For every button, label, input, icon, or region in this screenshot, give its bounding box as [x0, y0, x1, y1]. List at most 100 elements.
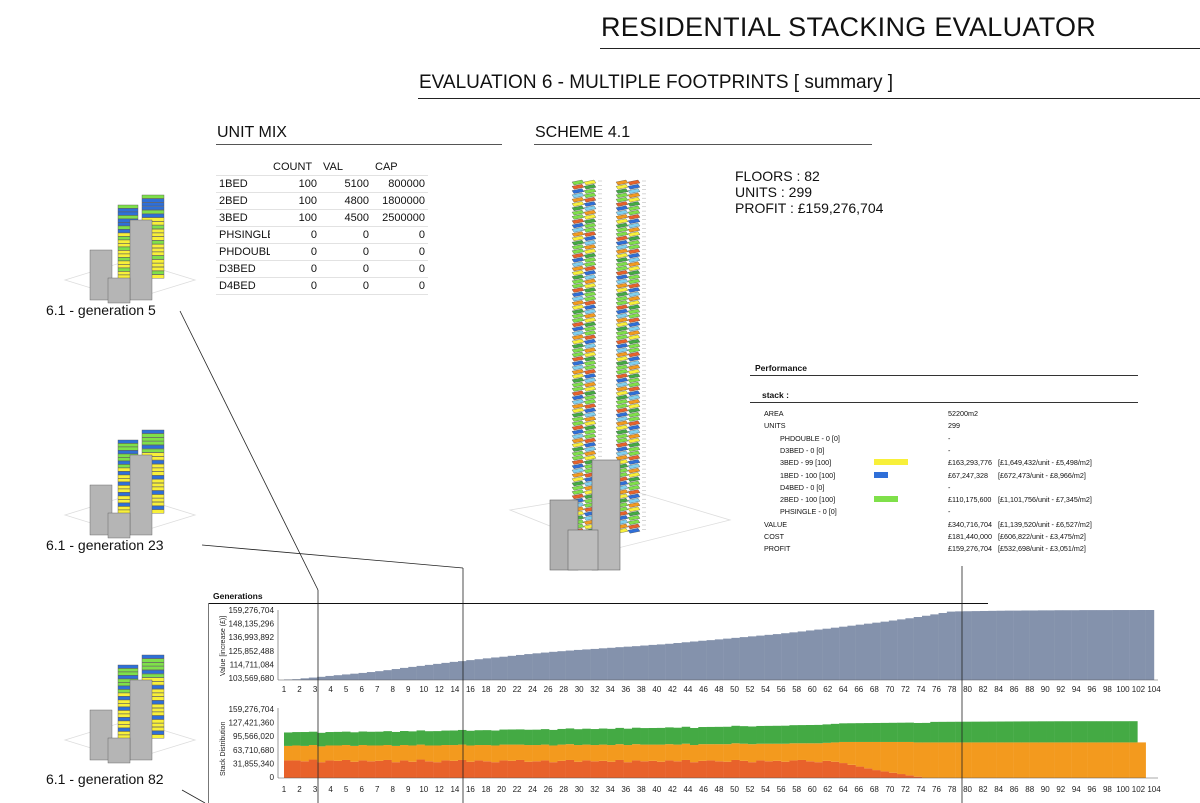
value-bar: [557, 651, 566, 680]
x-tick-label: 34: [606, 685, 615, 694]
unit-block: [571, 412, 585, 418]
unit-block: [583, 429, 597, 435]
generation-23-label: 6.1 - generation 23: [46, 537, 164, 553]
stack-segment: [400, 745, 409, 761]
stack-segment: [375, 731, 384, 746]
performance-row-label: 2BED - 100 [100]: [780, 495, 836, 505]
performance-row-value: -: [948, 482, 951, 492]
stack-segment: [333, 760, 343, 778]
performance-row-label: 1BED - 100 [100]: [780, 470, 836, 480]
x-tick-label: 58: [792, 785, 801, 794]
stack-segment: [540, 744, 550, 761]
x-tick-label: 12: [435, 785, 444, 794]
stack-segment: [665, 727, 674, 745]
unit-block: [571, 420, 585, 426]
stack-segment: [284, 745, 293, 761]
stack-segment: [325, 760, 334, 778]
x-tick-label: 34: [606, 785, 615, 794]
stack-segment: [922, 742, 931, 778]
stack-segment: [880, 771, 890, 778]
unit-block: [627, 528, 641, 534]
stack-segment: [855, 723, 865, 742]
x-tick-label: 20: [497, 685, 506, 694]
unit-block: [615, 377, 629, 383]
unit-block: [627, 252, 641, 259]
unit-block: [583, 347, 597, 353]
value-bar: [408, 666, 417, 680]
stack-segment: [830, 742, 840, 762]
stack-segment: [806, 743, 815, 762]
unit-block: [583, 257, 597, 263]
unit-block: [615, 184, 629, 190]
stack-segment: [590, 745, 600, 762]
unit-block: [615, 321, 629, 328]
stack-segment: [772, 725, 782, 744]
stack-segment: [557, 744, 566, 761]
unit-block: [615, 360, 629, 366]
x-tick-label: 2: [297, 785, 302, 794]
unit-block: [583, 227, 597, 233]
unit-block: [571, 283, 585, 289]
value-bar: [449, 661, 459, 680]
unit-block: [583, 338, 597, 345]
stack-segment: [996, 742, 1006, 778]
unit-block: [583, 209, 597, 216]
value-bar: [342, 674, 351, 680]
floors-stat: FLOORS : 82: [735, 168, 820, 184]
performance-row-value: -: [948, 433, 951, 443]
generations-chart: 159,276,704 148,135,296 136,993,892 125,852…: [220, 606, 1161, 794]
x-tick-label: 92: [1056, 785, 1065, 794]
stack-segment: [375, 760, 384, 778]
unit-block: [627, 476, 641, 482]
stack-rule: [750, 402, 1138, 403]
stack-segment: [748, 762, 757, 778]
x-tick-label: 1: [282, 685, 287, 694]
y-tick-label: 159,276,704: [228, 705, 274, 714]
value-bar: [930, 614, 939, 680]
stack-segment: [1129, 742, 1138, 778]
unit-type-cell: PHDOUBLI: [216, 243, 270, 261]
x-tick-label: 86: [1010, 685, 1019, 694]
legend-swatch: [874, 496, 898, 503]
unit-block: [571, 489, 585, 495]
unit-block: [627, 287, 641, 293]
stack-segment: [814, 724, 823, 744]
unit-block: [615, 287, 629, 293]
value-bar: [623, 646, 633, 680]
x-tick-label: 26: [544, 685, 553, 694]
unit-block: [627, 197, 641, 203]
stack-segment: [872, 770, 881, 778]
stack-segment: [839, 741, 848, 764]
unit-block: [627, 188, 641, 194]
x-tick-label: 58: [792, 685, 801, 694]
unit-block: [571, 480, 585, 487]
stack-segment: [433, 731, 442, 746]
stack-segment: [350, 761, 359, 778]
value-bar: [366, 672, 376, 680]
unit-block: [627, 493, 641, 500]
x-tick-label: 72: [901, 685, 910, 694]
unit-block: [627, 381, 641, 388]
unit-block: [583, 381, 597, 388]
stack-segment: [1004, 742, 1014, 778]
unit-block: [583, 261, 597, 267]
stack-segment: [814, 762, 823, 778]
unit-block: [615, 317, 629, 323]
unit-block: [615, 338, 629, 345]
stack-segment: [482, 730, 492, 746]
x-tick-label: 68: [870, 785, 879, 794]
performance-row-label: COST: [764, 532, 784, 541]
unit-block: [583, 179, 597, 186]
unit-type-cell: D4BED: [216, 277, 270, 295]
stack-segment: [574, 729, 583, 746]
y-tick-label: 103,569,680: [228, 674, 274, 683]
stack-segment: [607, 745, 616, 762]
value-bar: [582, 649, 591, 680]
performance-row-detail: [£1,101,756/unit - £7,345/m2]: [998, 495, 1092, 505]
unit-block: [615, 394, 629, 401]
profit-stat: PROFIT : £159,276,704: [735, 200, 884, 216]
y-tick-label: 63,710,680: [233, 746, 274, 755]
value-bar: [806, 630, 815, 680]
x-tick-label: 78: [948, 785, 957, 794]
x-tick-label: 94: [1072, 685, 1081, 694]
